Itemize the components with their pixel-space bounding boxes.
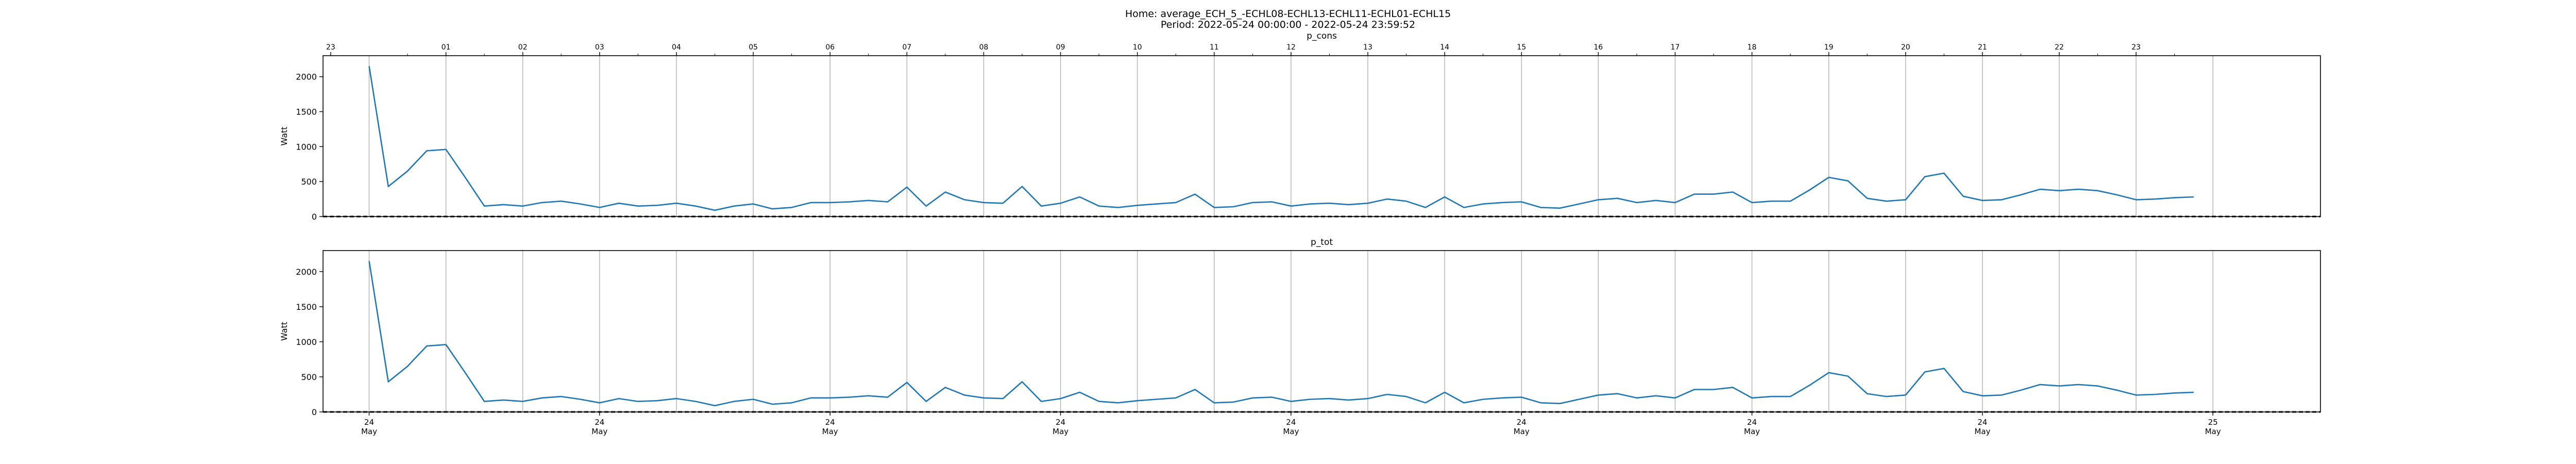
p-tot-x-tick-month: May [822, 427, 838, 436]
p-tot-x-tick-day: 24 [825, 418, 835, 427]
p-cons-y-axis-label: Watt [279, 126, 289, 145]
p-cons-top-tick-label: 21 [1978, 43, 1987, 52]
p-cons-axes-frame [323, 55, 2321, 217]
p-cons-y-tick-label: 2000 [296, 72, 317, 82]
p-cons-top-tick-label: 14 [1440, 43, 1449, 52]
p-tot-x-tick-month: May [1283, 427, 1299, 436]
p-cons-top-tick-label: 07 [902, 43, 911, 52]
p-tot-x-tick-day: 24 [364, 418, 374, 427]
p-tot-x-tick-month: May [1053, 427, 1069, 436]
p-tot-subplot-title: p_tot [1311, 237, 1333, 247]
p-cons-top-tick-label: 05 [749, 43, 758, 52]
p-cons-top-tick-label: 04 [672, 43, 681, 52]
p-tot-x-tick-month: May [2205, 427, 2221, 436]
p-cons-top-tick-label: 02 [518, 43, 528, 52]
p-tot-x-tick-day: 25 [2208, 418, 2218, 427]
p-tot-x-tick-month: May [361, 427, 377, 436]
p-cons-top-tick-label: 22 [2055, 43, 2064, 52]
p-cons-top-tick-label: 11 [1210, 43, 1219, 52]
p-tot-x-tick-day: 24 [1747, 418, 1757, 427]
p-cons-subplot-title: p_cons [1307, 31, 1337, 41]
p-cons-top-tick-label: 09 [1056, 43, 1065, 52]
p-tot-x-tick-day: 24 [1286, 418, 1296, 427]
p-cons-top-tick-label: 06 [825, 43, 835, 52]
p-tot-x-tick-day: 24 [1056, 418, 1065, 427]
p-tot-y-tick-label: 1500 [296, 302, 317, 312]
p-cons-top-tick-label: 03 [595, 43, 604, 52]
p-tot-y-tick-label: 500 [301, 372, 317, 382]
figure-period: Period: 2022-05-24 00:00:00 - 2022-05-24… [1160, 19, 1416, 30]
p-tot-axes-frame [323, 250, 2321, 412]
p-tot-y-tick-label: 2000 [296, 267, 317, 277]
p-cons-top-tick-label: 16 [1594, 43, 1603, 52]
p-cons-y-tick-label: 1500 [296, 107, 317, 117]
p-cons-top-tick-label: 18 [1748, 43, 1757, 52]
p-cons-top-tick-label: 19 [1824, 43, 1834, 52]
p-tot-series-line [368, 261, 2194, 407]
p-cons-y-tick-label: 0 [312, 212, 317, 222]
p-cons-top-tick-label: 17 [1671, 43, 1680, 52]
p-cons-top-tick-label: 10 [1133, 43, 1142, 52]
p-tot-y-tick-label: 0 [312, 407, 317, 417]
p-cons-top-tick-label: 23 [2131, 43, 2141, 52]
p-tot-x-tick-day: 24 [595, 418, 604, 427]
p-cons-top-tick-label: 23 [326, 43, 335, 52]
p-tot-x-tick-month: May [1744, 427, 1760, 436]
p-cons-series-line [368, 66, 2194, 211]
p-cons-y-tick-label: 1000 [296, 142, 317, 152]
p-cons-top-tick-label: 12 [1286, 43, 1296, 52]
p-cons-top-tick-label: 01 [442, 43, 451, 52]
p-cons-y-tick-label: 500 [301, 177, 317, 187]
p-tot-x-tick-day: 24 [1517, 418, 1527, 427]
p-tot-y-axis-label: Watt [279, 322, 289, 341]
p-cons-top-tick-label: 15 [1517, 43, 1526, 52]
p-cons-top-tick-label: 20 [1901, 43, 1910, 52]
p-tot-x-tick-day: 24 [1977, 418, 1987, 427]
p-tot-y-tick-label: 1000 [296, 337, 317, 347]
p-tot-x-tick-month: May [591, 427, 607, 436]
p-tot-x-tick-month: May [1514, 427, 1530, 436]
p-tot-x-tick-month: May [1974, 427, 1990, 436]
p-cons-top-tick-label: 13 [1363, 43, 1372, 52]
figure-title: Home: average_ECH_5_-ECHL08-ECHL13-ECHL1… [1125, 8, 1451, 20]
p-cons-top-tick-label: 08 [979, 43, 988, 52]
